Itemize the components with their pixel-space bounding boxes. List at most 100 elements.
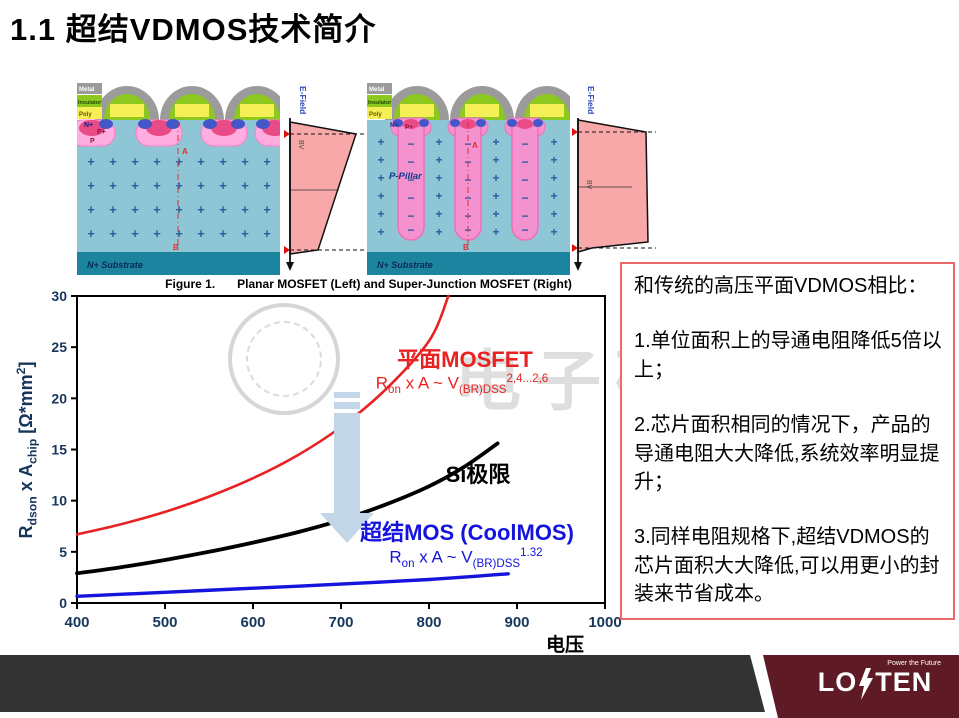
- y-title-mid: x A: [16, 463, 36, 497]
- pplus-label: P+: [97, 129, 106, 136]
- f2-v-sub: (BR)DSS: [472, 558, 521, 571]
- brand-wordmark: LO TEN: [795, 666, 955, 700]
- charge-sign: +: [153, 178, 161, 193]
- si-limit-curve-label: Si极限: [445, 462, 511, 487]
- charge-sign: +: [87, 154, 95, 169]
- charge-sign: −: [521, 223, 528, 237]
- charge-sign: +: [377, 171, 384, 185]
- charge-sign: +: [263, 178, 271, 193]
- insulator-chip: [367, 95, 392, 107]
- charge-sign: +: [175, 154, 183, 169]
- y-tick-label: 5: [59, 544, 67, 560]
- brand-word-left: LO: [817, 666, 858, 697]
- x-tick-label: 500: [152, 614, 177, 631]
- charge-sign: +: [109, 154, 117, 169]
- marker-b: B: [173, 243, 179, 252]
- f1-exp: 2,4...2,6: [506, 373, 549, 385]
- charge-sign: +: [550, 225, 557, 239]
- planar-mosfet-formula: Ron x A ~ V(BR)DSS2,4...2,6: [322, 373, 602, 396]
- charge-sign: +: [435, 189, 442, 203]
- x-tick-label: 800: [416, 614, 441, 631]
- poly-chip: [367, 107, 392, 119]
- insulator-label: Insulator: [368, 100, 392, 106]
- insulator-chip: [77, 95, 102, 107]
- marker-a: A: [472, 141, 478, 150]
- charge-sign: +: [131, 202, 139, 217]
- bv-label: BV: [297, 140, 304, 150]
- charge-sign: +: [435, 135, 442, 149]
- marker-a: A: [182, 147, 188, 156]
- p-wells: [77, 119, 280, 147]
- gate-stack: [385, 86, 570, 120]
- charge-sign: +: [263, 226, 271, 241]
- y-tick-label: 0: [59, 595, 67, 611]
- charge-sign: +: [377, 207, 384, 221]
- charge-sign: −: [407, 223, 414, 237]
- arrow-dash: [334, 402, 360, 409]
- red-marker-bottom: [284, 246, 290, 254]
- figure-caption-number: Figure 1.: [165, 277, 216, 291]
- charge-sign: −: [521, 155, 528, 169]
- y-tick-label: 20: [51, 390, 67, 406]
- pplus-label: P+: [405, 124, 413, 131]
- comparison-note-box: 和传统的高压平面VDMOS相比： 1.单位面积上的导通电阻降低5倍以上； 2.芯…: [620, 262, 955, 620]
- figure-caption-text: Planar MOSFET (Left) and Super-Junction …: [237, 277, 572, 291]
- footer-brand-block: [763, 655, 959, 718]
- p-pillar-label: P-Pillar: [389, 171, 423, 182]
- bv-label: BV: [585, 180, 592, 190]
- charge-sign: +: [550, 135, 557, 149]
- y-tick-label: 25: [51, 339, 67, 355]
- poly-label: Poly: [79, 112, 92, 118]
- charge-sign: +: [153, 202, 161, 217]
- y-tick-label: 10: [51, 493, 67, 509]
- charge-sign: +: [435, 225, 442, 239]
- substrate-label: N+ Substrate: [377, 260, 433, 270]
- charge-sign: +: [435, 171, 442, 185]
- charge-sign: +: [550, 153, 557, 167]
- poly-chip: [77, 107, 102, 119]
- f1-r: R: [375, 373, 389, 393]
- brand-logo: Power the Future LO TEN: [795, 660, 955, 700]
- charge-sign: +: [87, 178, 95, 193]
- x-tick-label: 900: [504, 614, 529, 631]
- charge-sign: +: [219, 178, 227, 193]
- charge-sign: +: [241, 154, 249, 169]
- efield-axis-label: E-Field: [298, 86, 308, 114]
- charge-sign: +: [492, 171, 499, 185]
- watermark-ring-inner: [246, 321, 322, 397]
- f2-exp: 1.32: [520, 547, 543, 559]
- metal-chip: [77, 83, 102, 94]
- charge-sign: +: [153, 154, 161, 169]
- superjunction-formula: Ron x A ~ V(BR)DSS1.32: [326, 547, 606, 570]
- charge-sign: +: [219, 202, 227, 217]
- substrate-region: [367, 252, 570, 275]
- x-axis-title: 电压: [545, 635, 584, 656]
- charge-sign: +: [263, 154, 271, 169]
- charge-sign: +: [197, 202, 205, 217]
- charge-sign: +: [492, 153, 499, 167]
- charge-sign: +: [197, 226, 205, 241]
- charge-sign: −: [521, 173, 528, 187]
- charge-sign: −: [407, 209, 414, 223]
- charge-sign: +: [109, 226, 117, 241]
- charge-sign: +: [109, 202, 117, 217]
- charge-sign: +: [550, 207, 557, 221]
- charge-sign: −: [521, 209, 528, 223]
- efield-axis-label: E-Field: [586, 86, 596, 114]
- charge-sign: +: [377, 135, 384, 149]
- charge-sign: +: [131, 154, 139, 169]
- note-item-3: 3.同样电阻规格下,超结VDMOS的芯片面积大大降低,可以用更小的封装来节省成本…: [634, 526, 940, 606]
- x-tick-label: 400: [64, 614, 89, 631]
- charge-sign: +: [377, 225, 384, 239]
- charge-sign: −: [407, 191, 414, 205]
- charge-sign: +: [492, 189, 499, 203]
- charge-sign: −: [407, 155, 414, 169]
- y-title-r: R: [16, 525, 36, 539]
- charge-sign: +: [175, 226, 183, 241]
- metal-label: Metal: [79, 87, 95, 93]
- charge-sign: +: [197, 154, 205, 169]
- planar-mosfet-cross-section: Metal Insulator Poly N+ P+ P +++++++++++…: [77, 83, 280, 275]
- charge-sign: +: [175, 178, 183, 193]
- charge-sign: −: [521, 137, 528, 151]
- charge-sign: +: [492, 135, 499, 149]
